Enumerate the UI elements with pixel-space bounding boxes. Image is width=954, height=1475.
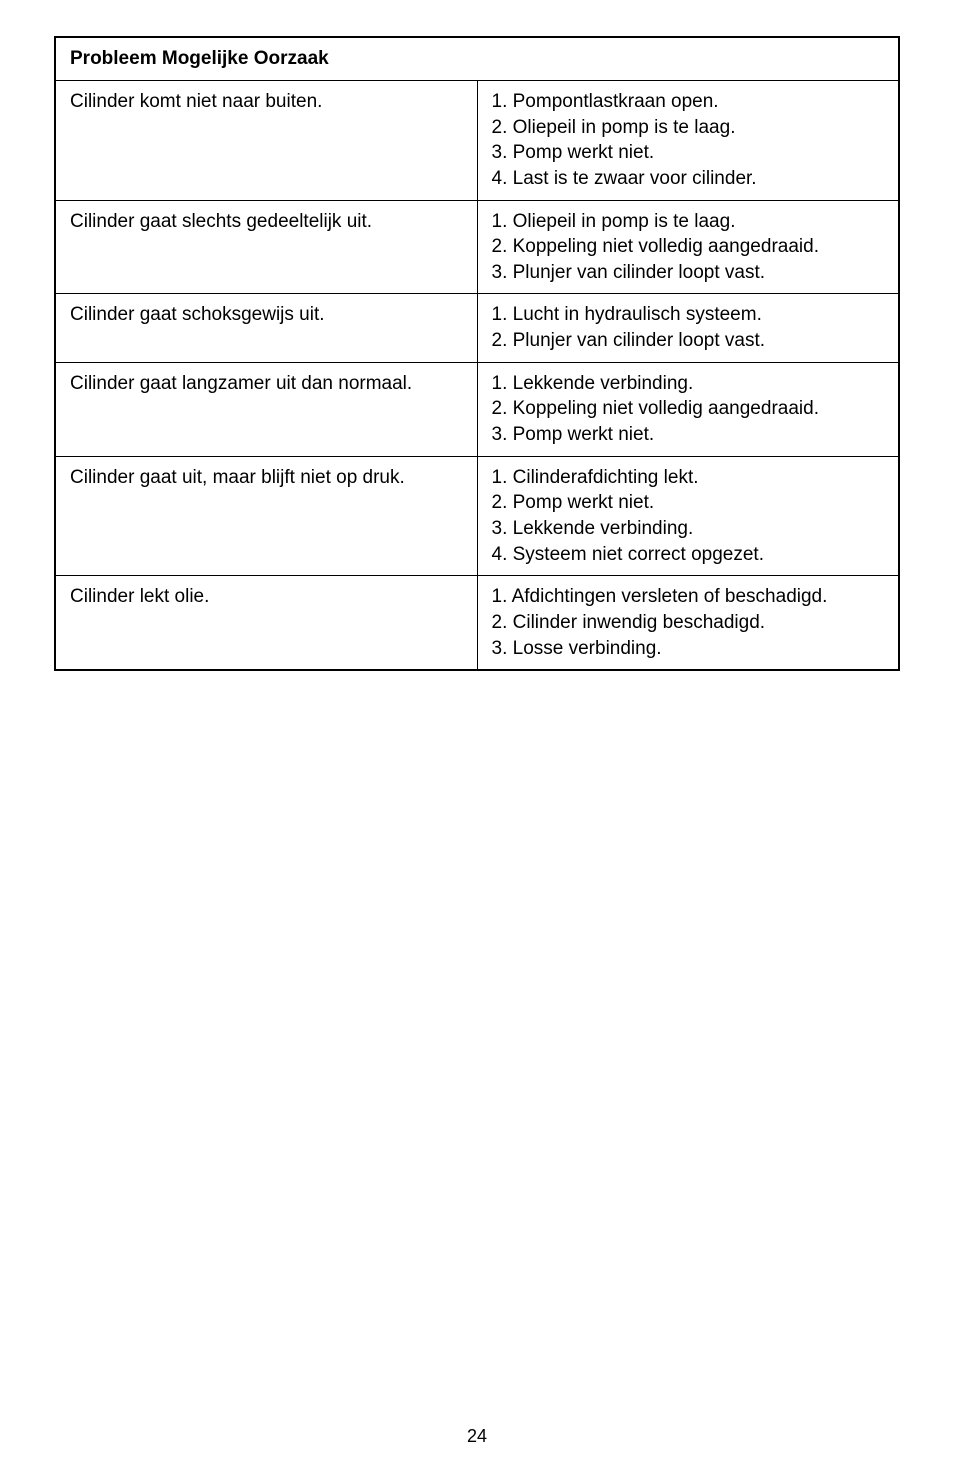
table-row: Cilinder gaat langzamer uit dan normaal.…: [55, 362, 899, 456]
cause-line: 1. Lekkende verbinding.: [492, 371, 885, 397]
table-row: Cilinder gaat uit, maar blijft niet op d…: [55, 456, 899, 576]
cause-line: 2. Cilinder inwendig beschadigd.: [492, 610, 885, 636]
cause-line: 3. Pomp werkt niet.: [492, 422, 885, 448]
table-row: Cilinder gaat schoksgewijs uit.1. Lucht …: [55, 294, 899, 362]
cause-line: 2. Pomp werkt niet.: [492, 490, 885, 516]
cause-line: 3. Losse verbinding.: [492, 636, 885, 662]
problem-cell: Cilinder komt niet naar buiten.: [55, 81, 477, 201]
cause-line: 1. Lucht in hydraulisch systeem.: [492, 302, 885, 328]
problem-cell: Cilinder gaat slechts gedeeltelijk uit.: [55, 200, 477, 294]
cause-line: 2. Koppeling niet volledig aangedraaid.: [492, 396, 885, 422]
cause-line: 3. Lekkende verbinding.: [492, 516, 885, 542]
cause-cell: 1. Cilinderafdichting lekt.2. Pomp werkt…: [477, 456, 899, 576]
table-row: Cilinder komt niet naar buiten.1. Pompon…: [55, 81, 899, 201]
page: Probleem Mogelijke Oorzaak Cilinder komt…: [0, 0, 954, 1475]
page-number: 24: [0, 1426, 954, 1447]
cause-line: 3. Pomp werkt niet.: [492, 140, 885, 166]
table-header: Probleem Mogelijke Oorzaak: [55, 37, 899, 81]
cause-cell: 1. Afdichtingen versleten of beschadigd.…: [477, 576, 899, 670]
cause-line: 1. Cilinderafdichting lekt.: [492, 465, 885, 491]
cause-cell: 1. Pompontlastkraan open.2. Oliepeil in …: [477, 81, 899, 201]
cause-cell: 1. Lucht in hydraulisch systeem.2. Plunj…: [477, 294, 899, 362]
cause-line: 3. Plunjer van cilinder loopt vast.: [492, 260, 885, 286]
cause-line: 1. Pompontlastkraan open.: [492, 89, 885, 115]
table-row: Cilinder lekt olie.1. Afdichtingen versl…: [55, 576, 899, 670]
problem-cell: Cilinder gaat uit, maar blijft niet op d…: [55, 456, 477, 576]
cause-line: 2. Oliepeil in pomp is te laag.: [492, 115, 885, 141]
troubleshooting-table: Probleem Mogelijke Oorzaak Cilinder komt…: [54, 36, 900, 671]
table-body: Cilinder komt niet naar buiten.1. Pompon…: [55, 81, 899, 671]
cause-line: 1. Afdichtingen versleten of beschadigd.: [492, 584, 885, 610]
problem-cell: Cilinder gaat schoksgewijs uit.: [55, 294, 477, 362]
problem-cell: Cilinder lekt olie.: [55, 576, 477, 670]
cause-line: 4. Systeem niet correct opgezet.: [492, 542, 885, 568]
table-row: Cilinder gaat slechts gedeeltelijk uit.1…: [55, 200, 899, 294]
cause-line: 1. Oliepeil in pomp is te laag.: [492, 209, 885, 235]
cause-line: 2. Plunjer van cilinder loopt vast.: [492, 328, 885, 354]
cause-cell: 1. Oliepeil in pomp is te laag.2. Koppel…: [477, 200, 899, 294]
cause-line: 2. Koppeling niet volledig aangedraaid.: [492, 234, 885, 260]
cause-cell: 1. Lekkende verbinding.2. Koppeling niet…: [477, 362, 899, 456]
cause-line: 4. Last is te zwaar voor cilinder.: [492, 166, 885, 192]
problem-cell: Cilinder gaat langzamer uit dan normaal.: [55, 362, 477, 456]
